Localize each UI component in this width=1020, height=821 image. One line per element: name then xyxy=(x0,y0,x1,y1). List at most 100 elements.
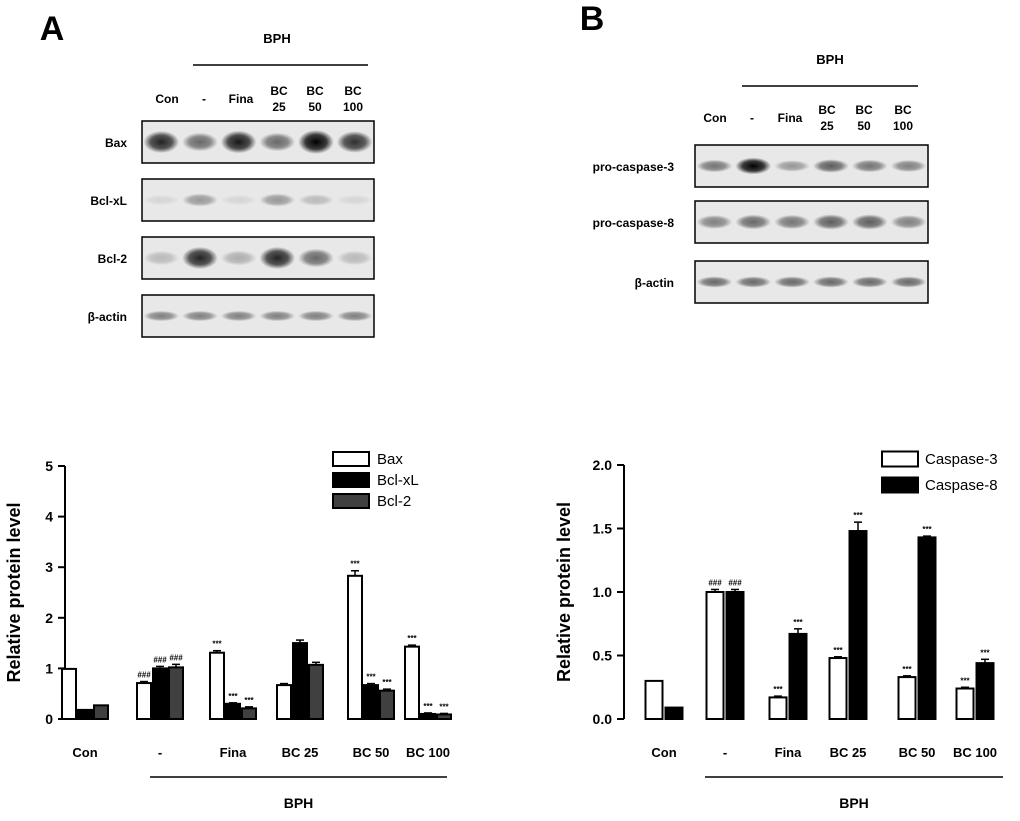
blot-row-label: pro-caspase-8 xyxy=(593,216,675,230)
bar xyxy=(379,689,395,721)
blot-lane-label: 25 xyxy=(820,119,834,133)
x-tick-label: BC 100 xyxy=(953,745,997,760)
bar xyxy=(136,682,152,720)
panel-letter: A xyxy=(40,10,65,48)
blot-band xyxy=(298,248,334,268)
blot-band xyxy=(813,276,849,288)
blot-band xyxy=(336,194,373,206)
bar xyxy=(77,708,93,721)
y-tick-label: 0.0 xyxy=(593,711,613,727)
y-tick-label: 0 xyxy=(45,711,53,727)
bar xyxy=(209,651,225,720)
blot-lane-label: 25 xyxy=(272,100,286,114)
blot-membrane xyxy=(694,200,929,244)
blot-membrane xyxy=(694,144,929,188)
blot-membrane xyxy=(141,294,375,338)
significance-marker: *** xyxy=(793,618,803,627)
significance-marker: *** xyxy=(960,676,970,685)
x-tick-label: Fina xyxy=(220,745,247,760)
legend-label: Caspase-8 xyxy=(925,477,998,494)
blot-band xyxy=(220,250,257,266)
blot-membrane xyxy=(141,236,375,280)
y-tick-label: 5 xyxy=(45,458,53,474)
blot-band xyxy=(696,276,733,288)
blot-band xyxy=(143,194,180,206)
legend-swatch xyxy=(881,476,919,494)
bar xyxy=(848,530,868,720)
blot-lane-label: Fina xyxy=(229,92,254,106)
blot-row-label: Bax xyxy=(105,136,127,150)
legend-swatch xyxy=(881,450,919,468)
x-tick-label: Con xyxy=(651,745,676,760)
blot-membrane xyxy=(141,178,375,222)
blot-row-label: Bcl-2 xyxy=(98,252,128,266)
legend-swatch xyxy=(332,493,370,509)
blot-band xyxy=(890,276,927,288)
blot-band xyxy=(696,159,733,173)
x-tick-label: Con xyxy=(72,745,97,760)
significance-marker: *** xyxy=(922,525,932,534)
blot-band xyxy=(735,157,772,175)
blot-band xyxy=(220,194,257,206)
y-axis-label: Relative protein level xyxy=(4,502,24,682)
blot-band xyxy=(774,160,810,172)
legend-label: Caspase-3 xyxy=(925,451,998,468)
blot-band xyxy=(851,159,888,173)
blot-lane-label: BC xyxy=(344,84,362,98)
bar xyxy=(788,632,808,720)
blot-band xyxy=(182,193,218,207)
legend-swatch xyxy=(332,472,370,488)
blot-lane-label: 100 xyxy=(893,119,913,133)
bar xyxy=(168,666,184,720)
legend-label: Bcl-xL xyxy=(377,472,419,489)
blot-lane-label: BC xyxy=(855,103,873,117)
significance-marker: *** xyxy=(423,702,433,711)
blot-band xyxy=(220,310,257,322)
blot-band xyxy=(182,132,218,152)
y-tick-label: 1.5 xyxy=(593,521,613,537)
blot-band xyxy=(143,310,180,322)
blot-band xyxy=(336,250,373,266)
significance-marker: *** xyxy=(382,678,392,687)
significance-marker: *** xyxy=(366,673,376,682)
significance-marker: *** xyxy=(980,648,990,657)
x-tick-label: - xyxy=(723,745,727,760)
blot-band xyxy=(696,215,733,229)
blot-band xyxy=(735,276,772,288)
blot-band xyxy=(774,276,810,288)
significance-marker: *** xyxy=(407,634,417,643)
blot-group-label: BPH xyxy=(816,52,843,67)
blot-lane-label: 100 xyxy=(343,100,363,114)
blot-band xyxy=(220,130,257,154)
bar xyxy=(436,713,452,720)
group-label: BPH xyxy=(284,795,314,811)
bar xyxy=(292,642,308,720)
significance-marker: ### xyxy=(169,653,183,662)
blot-band xyxy=(182,246,218,270)
blot-lane-label: Fina xyxy=(778,111,803,125)
blot-membrane xyxy=(141,120,375,164)
blot-band xyxy=(259,193,296,207)
legend-swatch xyxy=(332,451,370,467)
bar xyxy=(347,574,363,720)
x-tick-label: BC 50 xyxy=(899,745,936,760)
x-tick-label: BC 25 xyxy=(830,745,867,760)
legend-label: Bcl-2 xyxy=(377,493,411,510)
bar xyxy=(768,696,788,720)
blot-band xyxy=(813,159,849,173)
bar xyxy=(61,667,77,721)
blot-lane-label: Con xyxy=(155,92,178,106)
significance-marker: *** xyxy=(212,640,222,649)
bar xyxy=(420,712,436,721)
x-tick-label: BC 25 xyxy=(282,745,319,760)
blot-lane-label: BC xyxy=(270,84,288,98)
blot-row-label: pro-caspase-3 xyxy=(593,160,675,174)
significance-marker: *** xyxy=(833,646,843,655)
blot-band xyxy=(182,310,218,322)
bar xyxy=(644,679,664,721)
blot-band xyxy=(259,310,296,322)
bar xyxy=(152,667,168,721)
bar xyxy=(93,704,109,721)
bar xyxy=(897,676,917,721)
